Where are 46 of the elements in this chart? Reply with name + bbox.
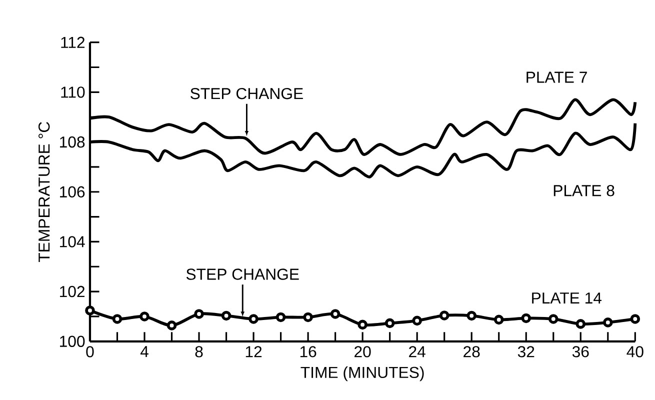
point [576, 319, 586, 330]
annotation: STEP CHANGE [186, 268, 299, 280]
x-tick-label: 32 [518, 346, 534, 358]
series-label: PLATE 8 [554, 185, 614, 196]
point [521, 314, 532, 324]
point [303, 312, 313, 322]
point [221, 311, 232, 321]
point [630, 314, 640, 324]
point [112, 314, 122, 324]
x-axis-title: TIME (MINUTES) [300, 366, 424, 382]
x-tick-label: 36 [572, 346, 589, 358]
point [194, 309, 204, 320]
point [439, 310, 450, 321]
point [330, 309, 340, 320]
point [248, 314, 258, 324]
y-tick-label: 112 [61, 36, 85, 48]
point [603, 318, 613, 328]
y-tick-label: 104 [60, 236, 85, 248]
x-tick-label: 4 [140, 346, 148, 358]
point [548, 314, 558, 324]
x-tick-label: 16 [300, 346, 316, 358]
x-tick-label: 20 [354, 346, 371, 358]
x-tick-label: 40 [626, 346, 644, 358]
y-tick-label: 110 [61, 86, 85, 98]
y-axis-title: TEMPERATURE °C [38, 122, 50, 262]
x-tick-label: 8 [195, 346, 203, 358]
series-label: PLATE 14 [532, 292, 602, 304]
point [85, 306, 95, 316]
x-tick-label: 12 [246, 346, 262, 358]
point [276, 312, 286, 322]
point [494, 315, 504, 325]
y-tick-label: 102 [60, 286, 85, 298]
x-tick-label: 28 [464, 346, 480, 358]
point [358, 320, 368, 330]
point [140, 312, 150, 322]
point [412, 316, 422, 326]
x-tick-label: 24 [409, 346, 426, 358]
series-label: PLATE 7 [526, 72, 587, 83]
y-tick-label: 106 [60, 186, 85, 198]
x-tick-label: 0 [86, 346, 94, 358]
y-tick-label: 108 [60, 136, 85, 148]
y-tick-label: 100 [60, 336, 85, 348]
point [166, 320, 177, 331]
point [466, 311, 476, 321]
point [384, 318, 395, 328]
annotation: STEP CHANGE [190, 88, 303, 100]
